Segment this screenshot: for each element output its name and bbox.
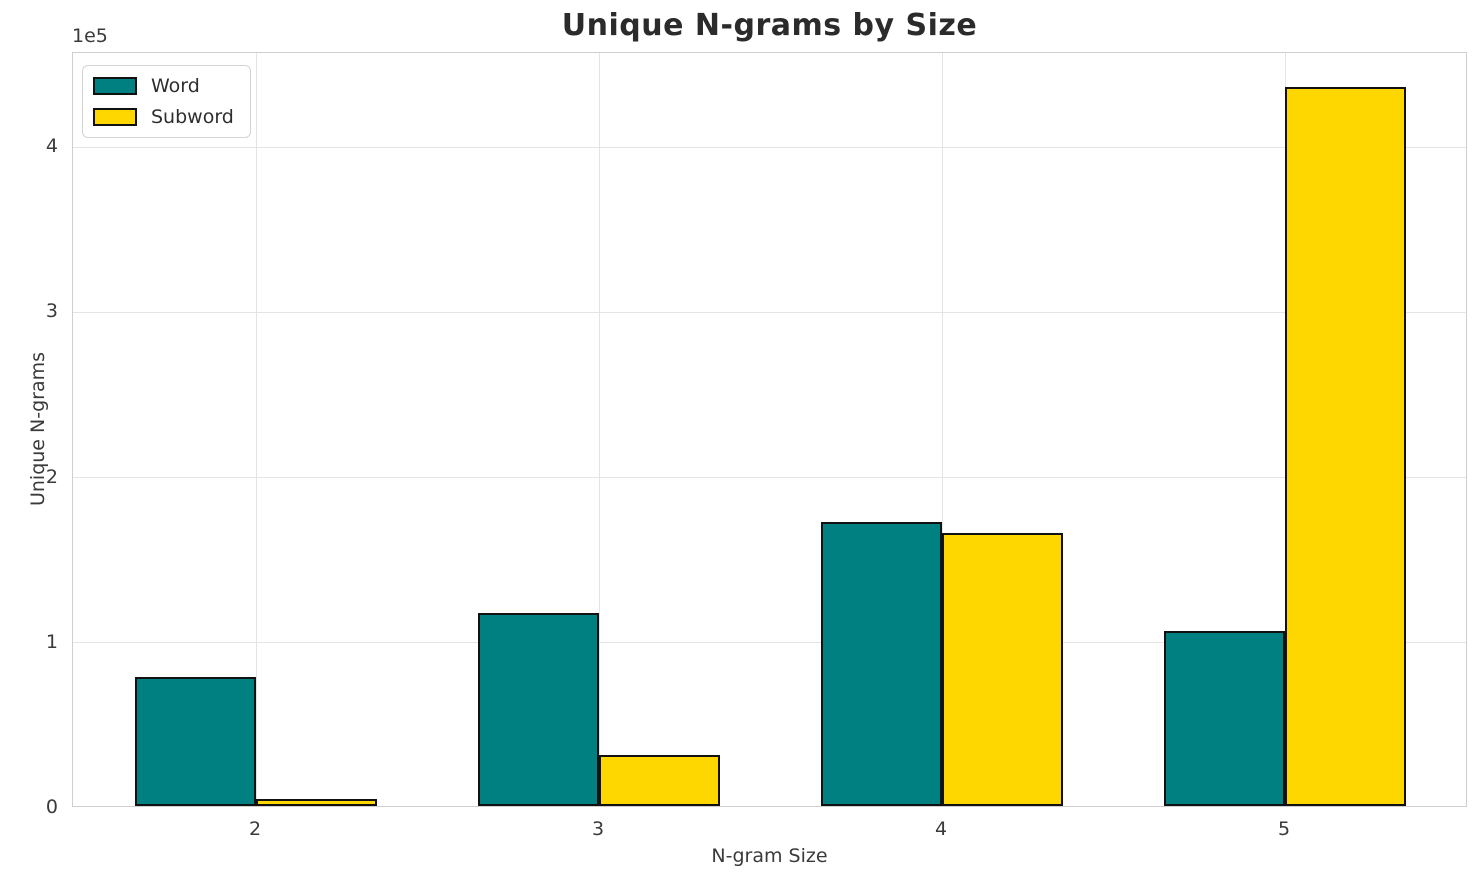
y-tick-label: 3 xyxy=(45,300,58,323)
x-gridline xyxy=(598,53,600,806)
x-tick-label: 5 xyxy=(1277,818,1291,840)
y-axis-offset-label: 1e5 xyxy=(72,25,108,47)
x-axis-label: N-gram Size xyxy=(711,845,828,867)
legend-swatch-word xyxy=(93,77,137,95)
plot-area: Word Subword xyxy=(72,52,1467,807)
legend-label-word: Word xyxy=(151,75,200,97)
y-tick-label: 0 xyxy=(45,796,58,818)
bar-word-2 xyxy=(135,677,256,806)
x-tick-label: 4 xyxy=(934,818,948,840)
y-gridline xyxy=(73,311,1466,313)
legend: Word Subword xyxy=(82,65,251,138)
bar-word-4 xyxy=(821,521,942,806)
legend-item-subword: Subword xyxy=(93,106,234,128)
legend-swatch-subword xyxy=(93,108,137,126)
bar-subword-4 xyxy=(942,533,1063,806)
chart-title: Unique N-grams by Size xyxy=(561,8,978,43)
legend-item-word: Word xyxy=(93,75,234,97)
x-gridline xyxy=(255,53,257,806)
bar-subword-3 xyxy=(599,754,720,806)
y-gridline xyxy=(73,642,1466,644)
x-gridline xyxy=(941,53,943,806)
x-tick-label: 2 xyxy=(248,818,262,840)
bar-subword-5 xyxy=(1285,87,1406,806)
y-gridline xyxy=(73,477,1466,479)
legend-label-subword: Subword xyxy=(151,106,234,128)
y-tick-label: 2 xyxy=(45,465,58,488)
bar-word-5 xyxy=(1164,630,1285,806)
x-tick-label: 3 xyxy=(591,818,605,840)
y-tick-label: 1 xyxy=(45,630,58,653)
bar-word-3 xyxy=(478,612,599,806)
bar-subword-2 xyxy=(256,799,377,806)
y-tick-label: 4 xyxy=(45,135,58,158)
y-gridline xyxy=(73,146,1466,148)
